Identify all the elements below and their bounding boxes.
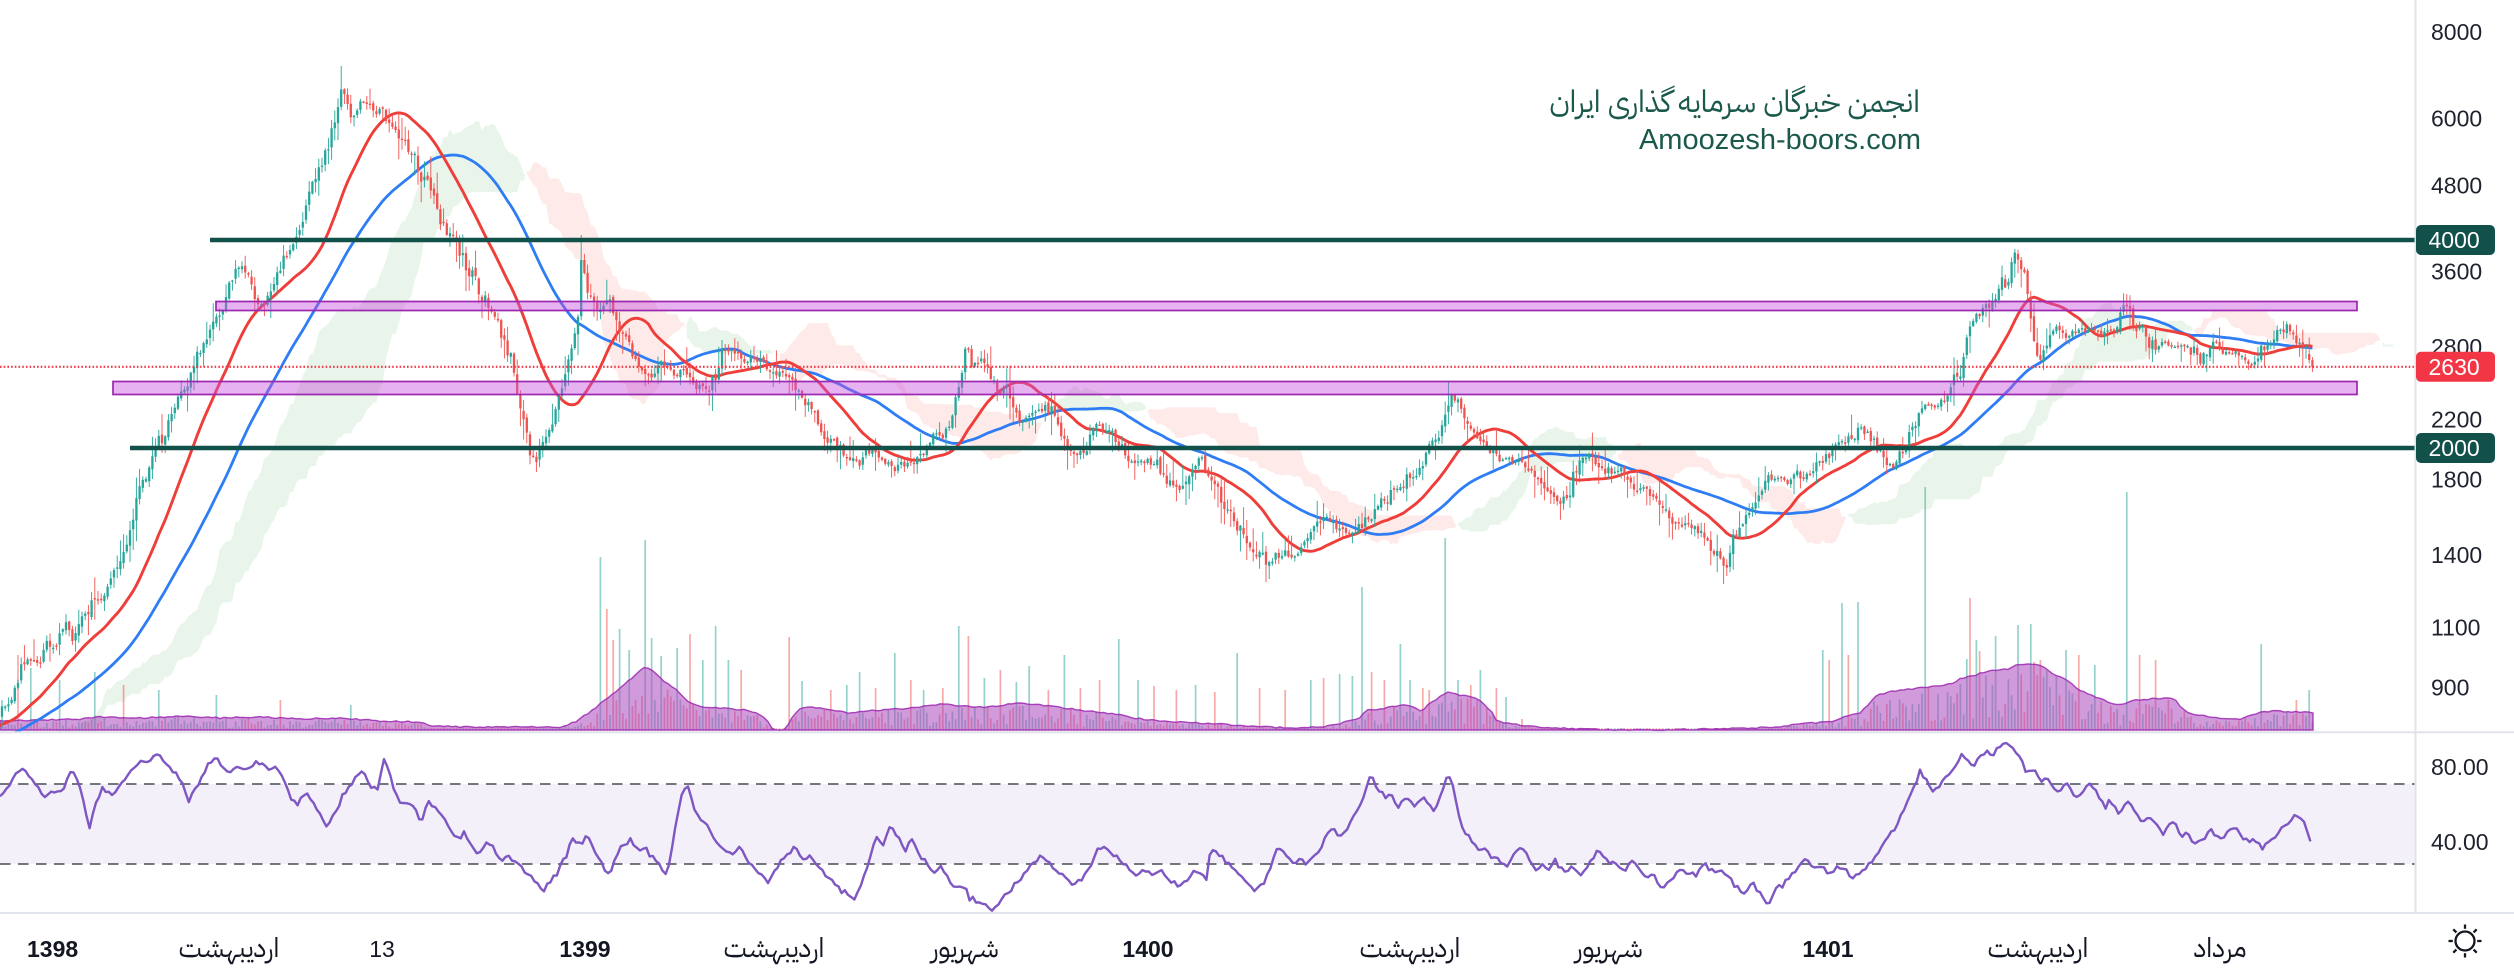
svg-text:13: 13 [369,936,395,962]
svg-text:1400: 1400 [2431,542,2482,568]
svg-text:6000: 6000 [2431,105,2482,131]
svg-text:80.00: 80.00 [2431,754,2489,780]
svg-text:2630: 2630 [2429,354,2480,380]
svg-text:1400: 1400 [1122,936,1173,962]
svg-text:1100: 1100 [2431,614,2480,640]
svg-text:4000: 4000 [2429,227,2480,253]
svg-text:Amoozesh-boors.com: Amoozesh-boors.com [1639,124,1921,156]
svg-text:2200: 2200 [2431,406,2482,432]
svg-text:1401: 1401 [1802,936,1853,962]
svg-text:8000: 8000 [2431,19,2482,45]
svg-text:3600: 3600 [2431,259,2482,285]
svg-text:900: 900 [2431,675,2469,701]
svg-text:1398: 1398 [27,936,78,962]
svg-text:40.00: 40.00 [2431,829,2489,855]
svg-text:1399: 1399 [559,936,610,962]
svg-text:4800: 4800 [2431,172,2482,198]
svg-text:1800: 1800 [2431,467,2482,493]
svg-text:2000: 2000 [2429,435,2480,461]
